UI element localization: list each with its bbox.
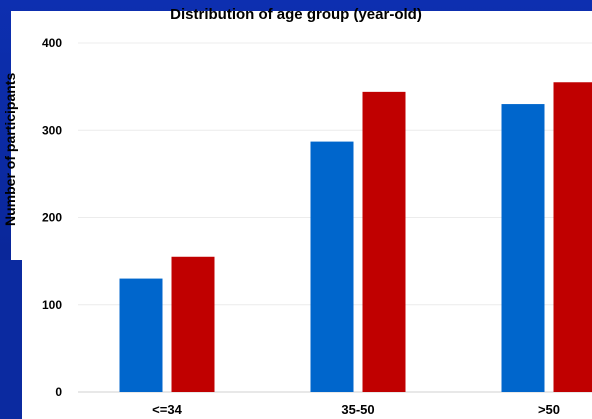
bar-red-0 xyxy=(171,256,215,392)
bar-red-2 xyxy=(553,82,592,392)
bar-blue-2 xyxy=(501,104,545,392)
y-tick-label: 200 xyxy=(42,211,62,225)
bar-blue-1 xyxy=(310,141,354,392)
chart-title: Distribution of age group (year-old) xyxy=(170,6,422,23)
y-tick-label: 0 xyxy=(55,385,62,399)
chart-panel xyxy=(11,11,592,419)
bar-red-1 xyxy=(362,91,406,393)
y-tick-labels: 0 100 200 300 400 xyxy=(42,36,62,399)
y-tick-label: 100 xyxy=(42,298,62,312)
x-tick-label: 35-50 xyxy=(341,402,374,417)
y-axis-label: Number of participants xyxy=(2,72,18,226)
x-tick-label: <=34 xyxy=(152,402,182,417)
x-tick-labels: <=34 35-50 >50 xyxy=(152,402,560,417)
bars xyxy=(119,82,592,393)
slide-background-notch xyxy=(0,260,22,419)
x-tick-label: >50 xyxy=(538,402,560,417)
y-tick-label: 300 xyxy=(42,123,62,137)
bar-blue-0 xyxy=(119,278,163,392)
y-tick-label: 400 xyxy=(42,36,62,50)
